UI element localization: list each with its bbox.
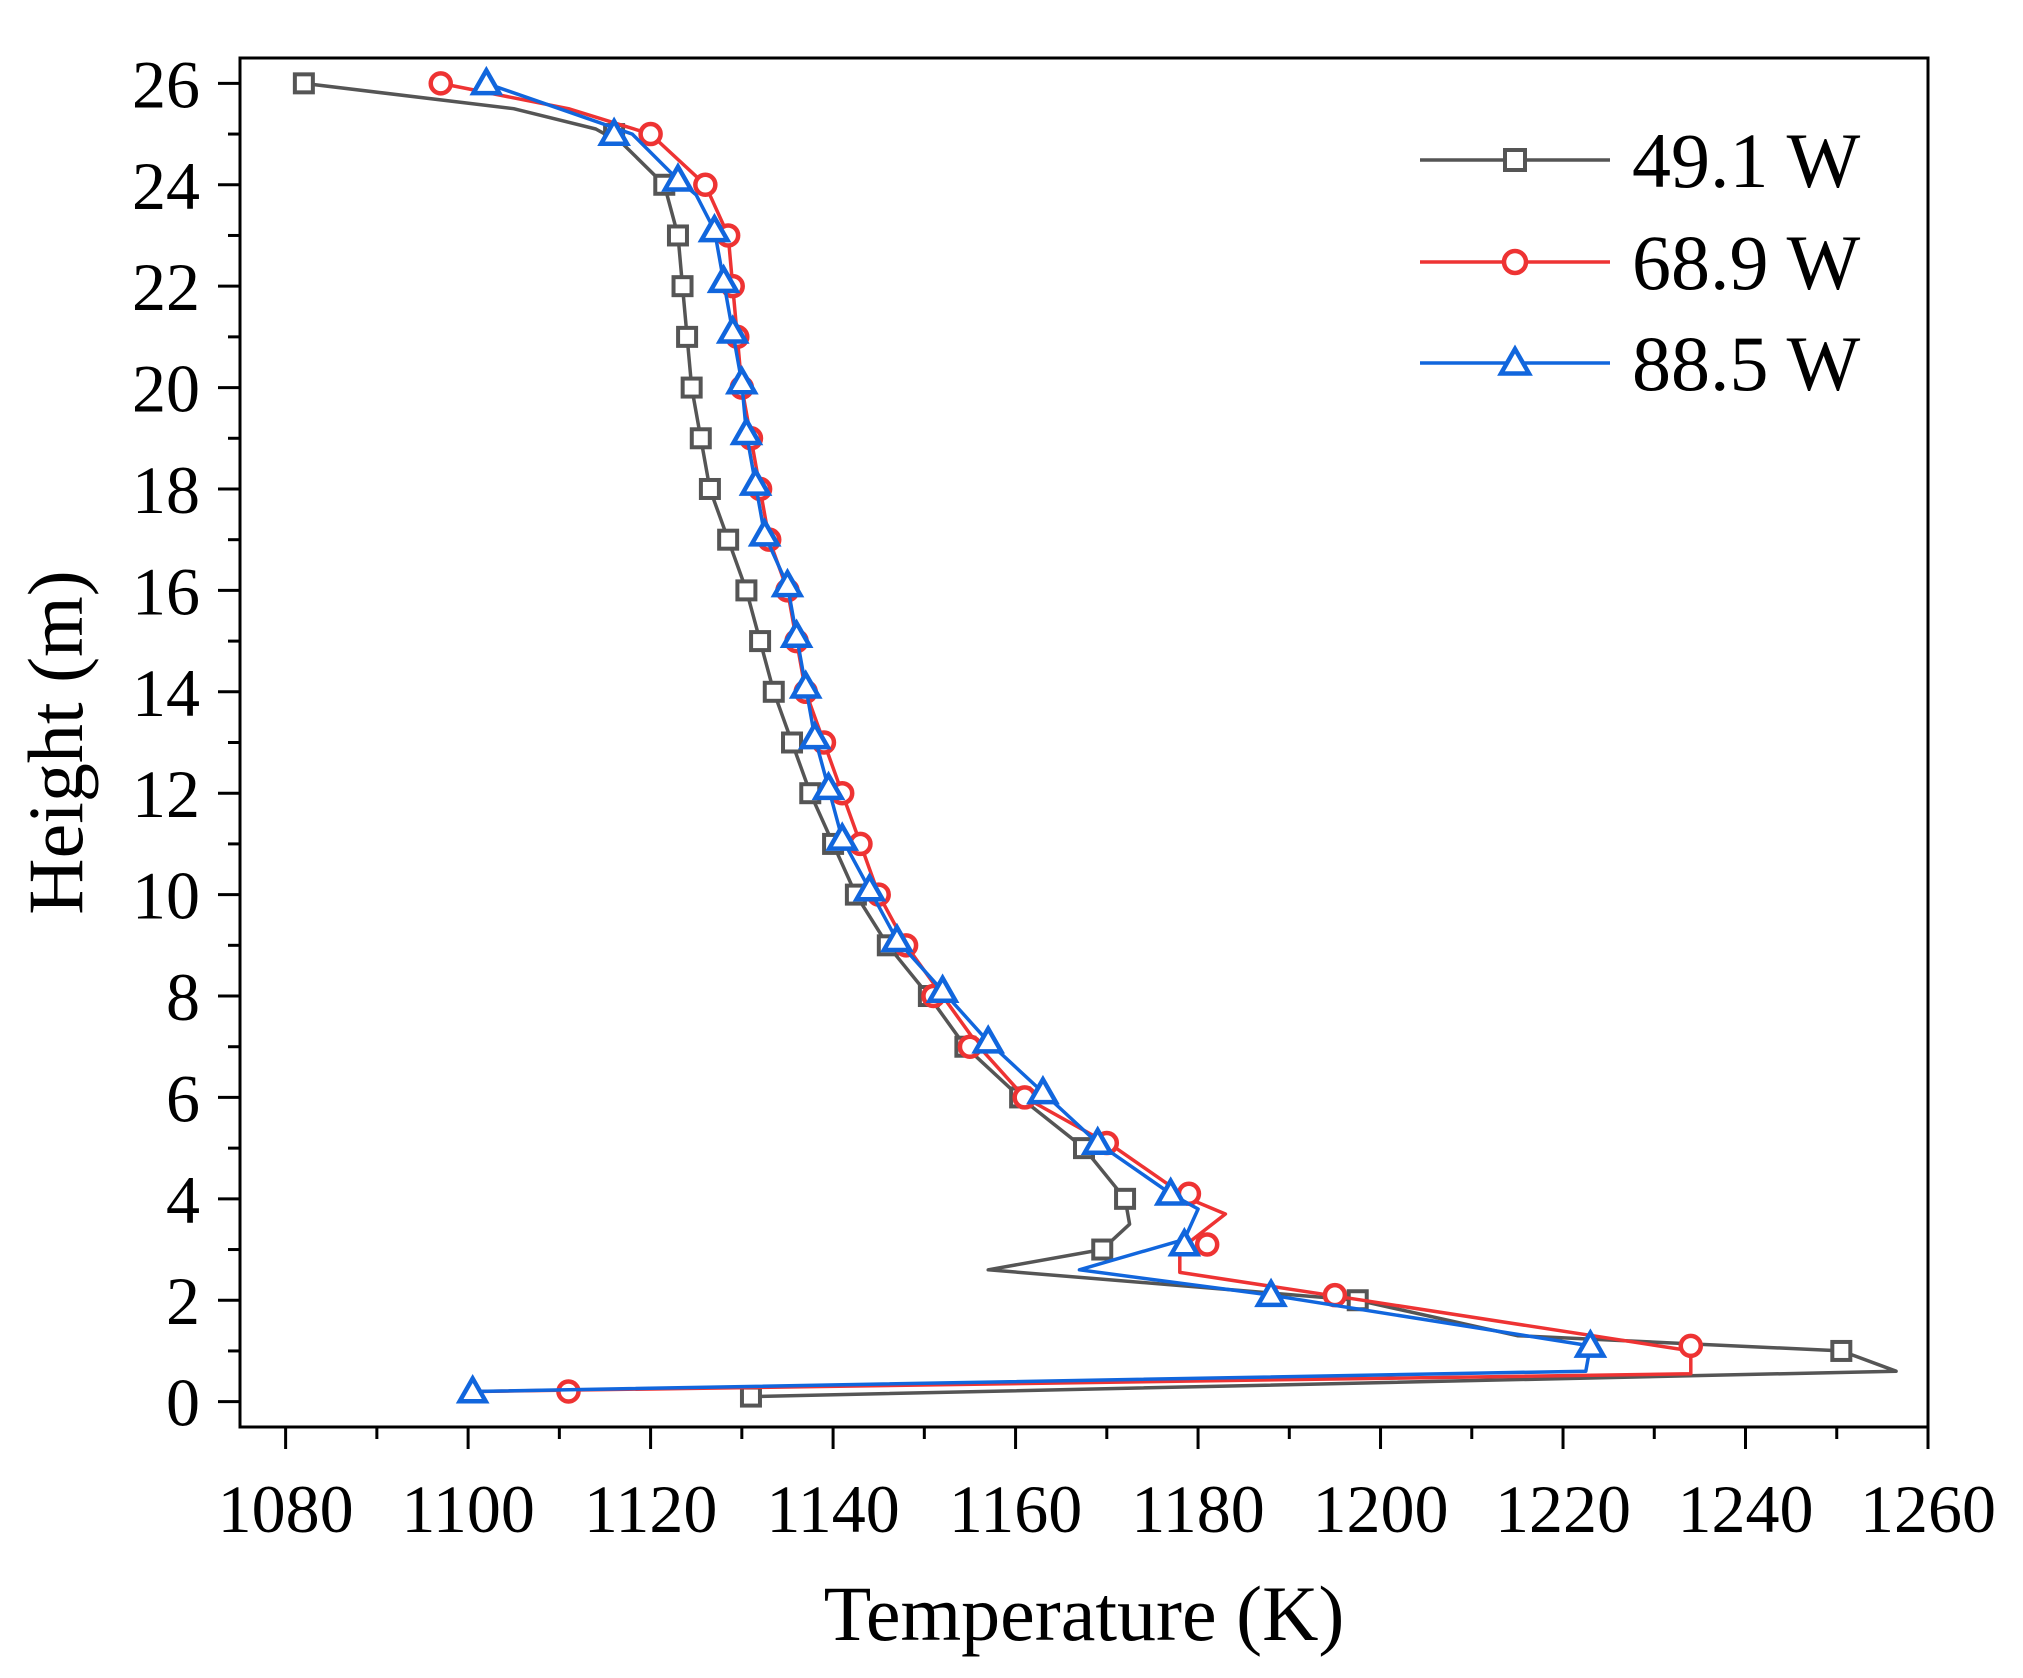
legend-marker xyxy=(1497,344,1533,376)
y-tick-label: 18 xyxy=(132,452,200,528)
y-tick-label: 0 xyxy=(166,1365,200,1441)
data-point xyxy=(676,325,699,348)
data-point xyxy=(738,466,773,496)
y-tick-label: 14 xyxy=(132,655,200,731)
y-tick-label: 4 xyxy=(166,1162,200,1238)
data-point xyxy=(666,224,689,247)
data-point xyxy=(1678,1333,1704,1359)
data-point xyxy=(680,376,703,399)
data-point xyxy=(671,275,694,298)
plot-area xyxy=(292,65,1898,1408)
data-point xyxy=(1114,1187,1137,1210)
series-line xyxy=(440,81,1693,1394)
x-tick-label: 1100 xyxy=(401,1471,534,1547)
y-tick-label: 26 xyxy=(132,46,200,122)
data-point xyxy=(739,1385,762,1408)
x-tick-label: 1200 xyxy=(1313,1471,1449,1547)
legend-marker xyxy=(1501,248,1529,276)
data-point xyxy=(1153,1176,1188,1206)
legend-label: 49.1 W xyxy=(1632,117,1861,204)
y-tick-label: 24 xyxy=(132,148,200,224)
x-axis: 1080 1100 1120 1140 1160 1180 1200 1220 1240 1260 xyxy=(218,1427,1996,1547)
series-layer xyxy=(292,65,1898,1408)
data-point xyxy=(717,528,740,551)
data-point xyxy=(689,427,712,450)
data-point xyxy=(735,579,758,602)
data-point xyxy=(779,618,814,649)
data-point xyxy=(1830,1339,1853,1362)
data-point xyxy=(428,71,453,96)
data-point xyxy=(706,263,741,294)
x-axis-label: Temperature (K) xyxy=(824,1570,1345,1657)
x-tick-label: 1080 xyxy=(218,1471,354,1547)
data-point xyxy=(715,314,750,344)
x-tick-label: 1180 xyxy=(1131,1471,1264,1547)
series-line xyxy=(472,81,1593,1394)
y-tick-label: 6 xyxy=(166,1060,200,1136)
legend-item: 88.5 W xyxy=(1420,320,1861,407)
legend-item: 68.9 W xyxy=(1420,219,1861,306)
data-point xyxy=(469,65,504,96)
series-88-5-w xyxy=(455,65,1608,1404)
data-point xyxy=(925,973,960,1003)
x-tick-label: 1260 xyxy=(1860,1471,1996,1547)
x-tick-label: 1120 xyxy=(584,1471,717,1547)
data-point xyxy=(697,212,732,243)
data-point xyxy=(797,719,832,750)
x-tick-label: 1240 xyxy=(1678,1471,1814,1547)
y-axis-label: Height (m) xyxy=(12,570,99,914)
legend-label: 68.9 W xyxy=(1632,219,1861,306)
data-point xyxy=(1194,1232,1220,1257)
x-tick-label: 1140 xyxy=(766,1471,899,1547)
data-point xyxy=(638,121,663,147)
data-point xyxy=(788,669,823,699)
legend-item: 49.1 W xyxy=(1420,117,1861,204)
y-tick-label: 2 xyxy=(166,1263,200,1339)
data-point xyxy=(852,872,887,902)
x-tick-label: 1160 xyxy=(949,1471,1082,1547)
data-point xyxy=(1026,1074,1060,1105)
data-point xyxy=(698,477,721,500)
data-point xyxy=(781,731,804,754)
data-point xyxy=(729,415,764,446)
y-tick-label: 12 xyxy=(132,756,200,832)
data-point xyxy=(811,770,846,801)
data-point xyxy=(724,364,759,395)
data-point xyxy=(292,72,315,95)
data-point xyxy=(971,1024,1006,1054)
y-tick-label: 10 xyxy=(132,858,200,934)
data-point xyxy=(747,517,782,547)
legend-label: 88.5 W xyxy=(1632,320,1861,407)
data-point xyxy=(455,1373,490,1404)
data-point xyxy=(1254,1277,1288,1308)
data-point xyxy=(770,567,805,598)
data-point xyxy=(762,680,785,703)
data-point xyxy=(693,172,718,198)
data-point xyxy=(749,630,772,653)
legend-marker xyxy=(1503,148,1527,172)
data-point xyxy=(597,116,631,147)
data-point xyxy=(661,162,695,192)
data-point xyxy=(1573,1328,1608,1358)
y-tick-label: 8 xyxy=(166,959,200,1035)
data-point xyxy=(825,821,860,851)
y-tick-label: 22 xyxy=(132,249,200,325)
data-point xyxy=(1080,1125,1115,1156)
data-point xyxy=(1167,1226,1202,1257)
y-tick-label: 20 xyxy=(132,351,200,427)
data-point xyxy=(880,922,914,953)
x-tick-label: 1220 xyxy=(1495,1471,1631,1547)
data-point xyxy=(1091,1238,1114,1261)
y-tick-label: 16 xyxy=(132,553,200,629)
legend: 49.1 W 68.9 W 88.5 W xyxy=(1420,117,1861,407)
data-point xyxy=(1322,1282,1348,1308)
